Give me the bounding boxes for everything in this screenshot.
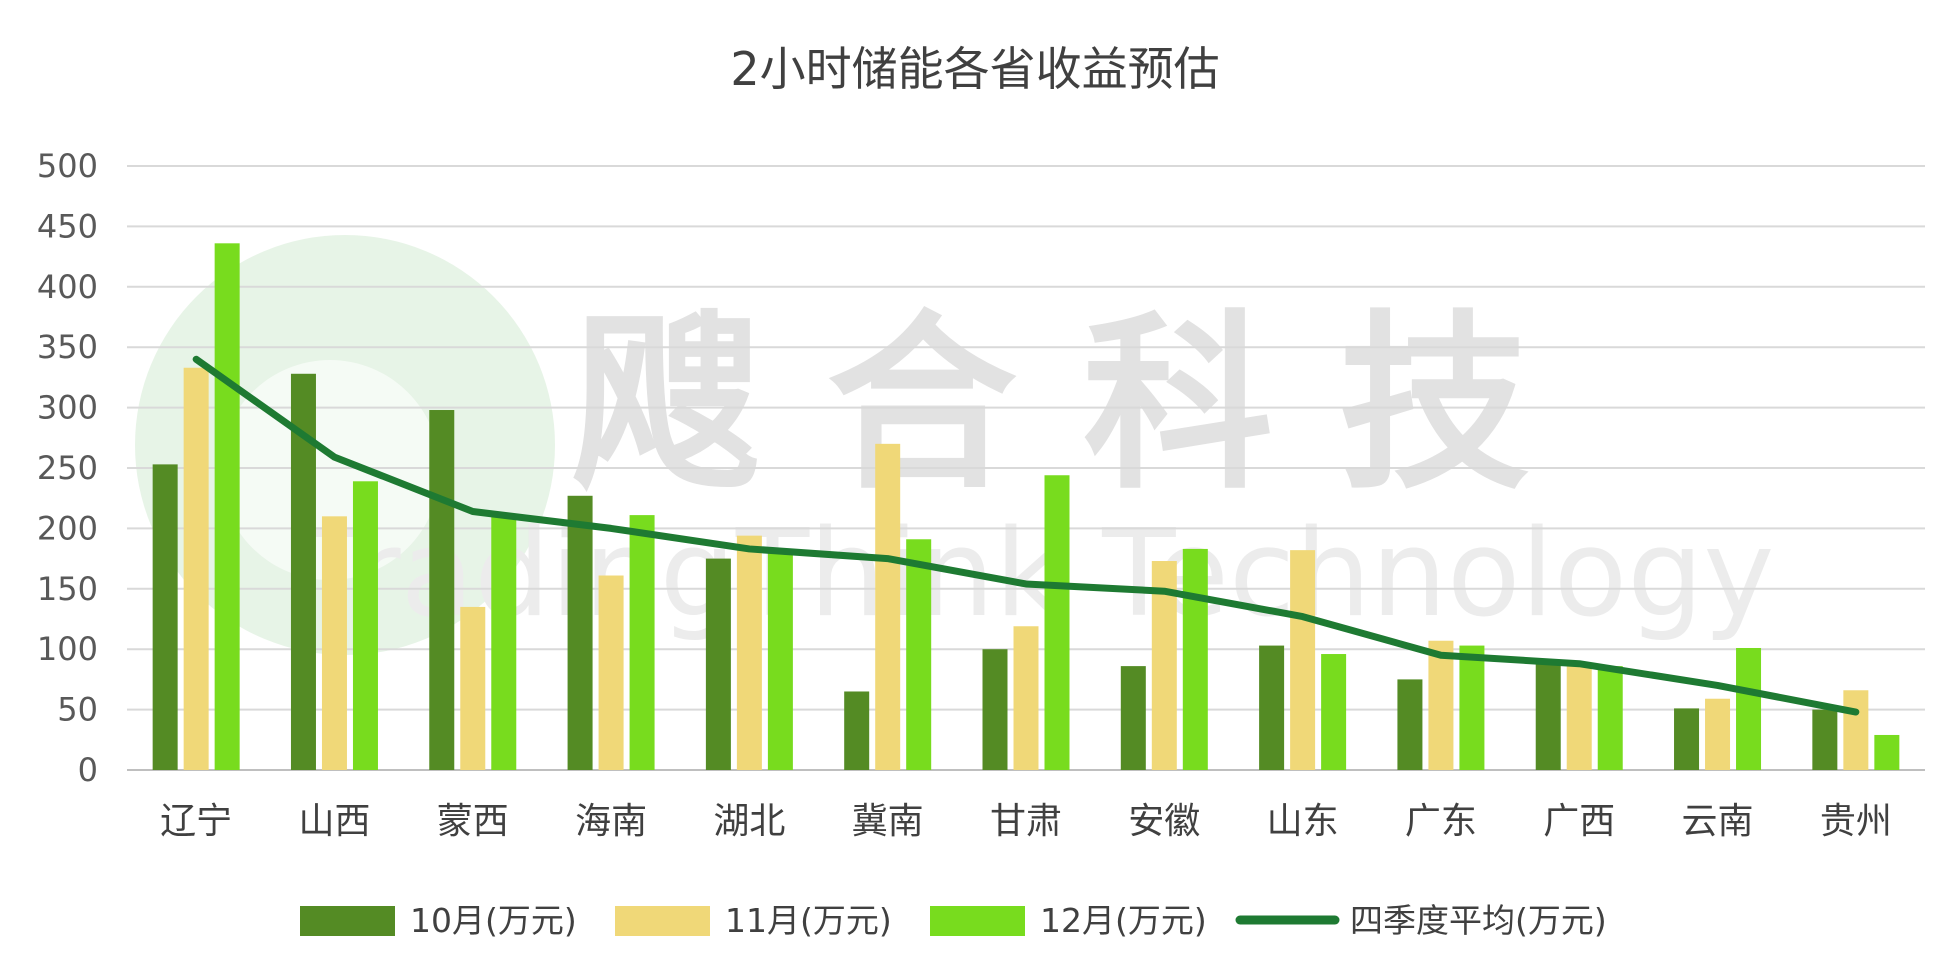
x-tick-label: 贵州 [1820,801,1892,842]
bar [1874,734,1900,770]
bar [429,410,455,770]
y-tick-label: 350 [37,328,98,366]
bar [844,691,870,770]
bar [1397,679,1423,770]
bar [1535,661,1561,770]
gridlines [127,165,1925,771]
watermark-en-text: TradingThink Technology [295,505,1775,644]
y-tick-label: 200 [37,509,98,547]
bar [491,515,517,770]
bar [875,443,901,770]
bar [1259,645,1285,770]
y-axis-ticks: 0 50 100 150 200 250 300 350 400 450 500 [37,147,98,789]
bar [598,575,624,770]
bar [152,464,178,770]
bar [460,606,486,770]
bar [1321,654,1347,770]
x-tick-label: 广西 [1543,801,1615,842]
bar [1120,666,1146,770]
x-tick-label: 广东 [1405,801,1477,842]
y-tick-label: 500 [37,147,98,185]
y-tick-label: 150 [37,570,98,608]
y-tick-label: 250 [37,449,98,487]
bar [1812,709,1838,770]
y-tick-label: 100 [37,630,98,668]
bar [982,649,1008,770]
bar [1013,626,1039,770]
x-tick-label: 辽宁 [160,801,232,842]
x-tick-label: 海南 [575,801,647,842]
bar [1736,647,1762,770]
x-tick-label: 甘肃 [990,801,1062,842]
bar [906,539,932,770]
x-tick-label: 云南 [1682,801,1754,842]
watermark: 飕 合 科 技 TradingThink Technology [135,235,1774,655]
bar [1843,690,1869,770]
y-tick-label: 0 [78,751,98,789]
bar [1290,550,1316,770]
x-tick-label: 冀南 [852,801,924,842]
y-tick-label: 400 [37,268,98,306]
bar [183,367,209,770]
x-tick-label: 安徽 [1128,801,1200,842]
average-line [192,355,1860,716]
bar [1566,662,1592,770]
x-tick-label: 湖北 [713,801,785,842]
legend: 10月(万元) 11月(万元) 12月(万元) 四季度平均(万元) [300,901,1607,940]
x-tick-label: 山西 [298,801,370,842]
x-tick-label: 蒙西 [437,801,509,842]
bar [1459,645,1485,770]
bar [567,495,593,770]
x-tick-label: 山东 [1267,801,1339,842]
legend-label: 四季度平均(万元) [1350,901,1607,940]
legend-swatch [300,906,395,936]
bars [152,243,1900,770]
bar [1428,640,1454,770]
y-tick-label: 300 [37,389,98,427]
bar [705,558,731,770]
legend-label: 10月(万元) [410,901,577,940]
bar [214,243,240,770]
bar [1674,708,1700,770]
bar [767,550,793,770]
series-line [192,355,1860,716]
x-axis-ticks: 辽宁 山西 蒙西 海南 湖北 冀南 甘肃 安徽 山东 广东 广西 云南 贵州 [160,801,1892,842]
y-tick-label: 450 [37,207,98,245]
bar [736,535,762,770]
legend-label: 11月(万元) [725,901,892,940]
chart-title: 2小时储能各省收益预估 [730,42,1219,96]
y-tick-label: 50 [57,691,98,729]
bar [1597,666,1623,770]
bar [321,516,347,770]
legend-swatch [930,906,1025,936]
bar [629,515,655,770]
bar [352,481,378,770]
bar [1182,548,1208,770]
bar [1705,698,1731,770]
legend-label: 12月(万元) [1040,901,1207,940]
legend-swatch [615,906,710,936]
bar [1044,475,1070,770]
